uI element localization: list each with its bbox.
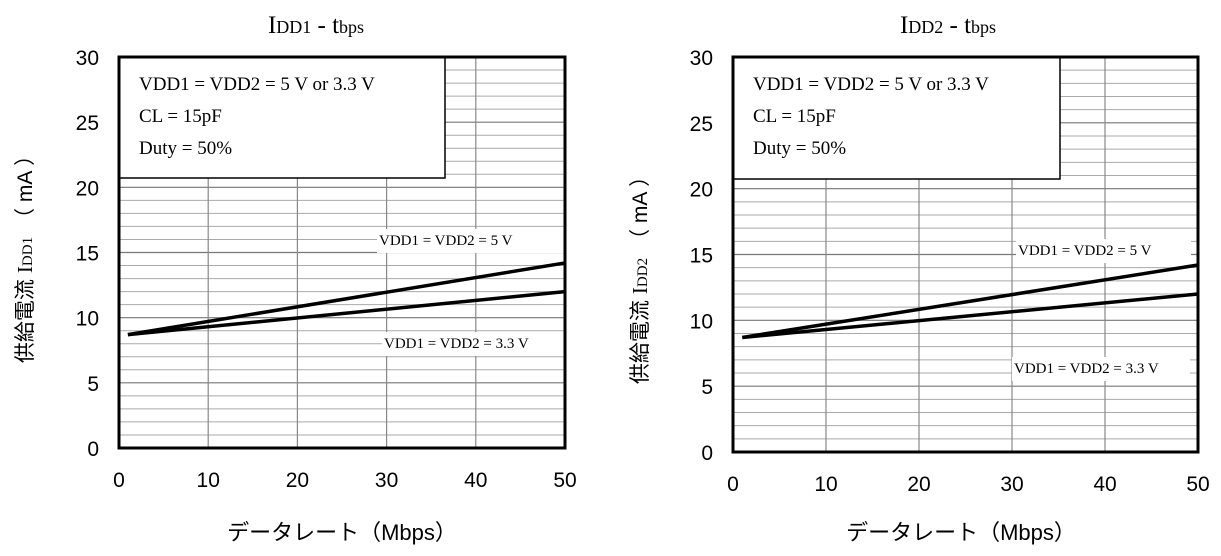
x-axis-label-unit: Mbps [381,520,435,545]
series-group [742,263,1199,340]
chart-title: IDD2 - tbps [900,12,996,39]
series-line-2 [127,289,566,337]
series-label-background [377,229,565,253]
x-tick-label: 30 [1000,473,1023,496]
series-line-1 [742,263,1199,340]
x-tick-label: 0 [727,473,739,496]
title-main: I [268,12,276,39]
chart-title: IDD1 - tbps [268,12,364,39]
x-axis-label-close: ） [1054,520,1076,545]
y-axis-label-unit: （ mA ） [629,166,652,250]
condition-line-2: CL = 15pF [753,106,836,127]
y-tick-label: 5 [701,376,713,399]
x-axis-label-unit: Mbps [1000,520,1054,545]
y-axis-label: 供給電流 IDD2 （ mA ） [628,166,652,384]
x-tick-label: 10 [197,469,220,492]
y-tick-label: 25 [690,113,713,136]
series-line-1 [127,261,566,337]
y-axis-label: 供給電流 IDD1 （ mA ） [13,145,37,363]
x-tick-label: 10 [814,473,837,496]
y-tick-label: 15 [76,243,99,266]
condition-line-1: VDD1 = VDD2 = 5 V or 3.3 V [139,74,375,95]
y-tick-label: 25 [76,112,99,135]
series-label-2: VDD1 = VDD2 = 3.3 V [1014,361,1159,377]
y-tick-label: 5 [87,373,99,396]
y-tick-label: 0 [87,438,99,461]
title-mid: - t [311,12,339,39]
y-axis-label-symbol: I [13,266,37,273]
title-subscript: bps [339,17,364,37]
x-tick-label: 40 [1093,473,1116,496]
condition-line-3: Duty = 50% [753,138,846,159]
plot-frame [731,55,1200,454]
x-tick-label: 40 [464,469,487,492]
y-tick-label: 15 [690,245,713,268]
series-group [127,261,566,337]
series-label-background [1016,239,1191,263]
y-tick-label: 10 [690,310,713,333]
condition-line-1: VDD1 = VDD2 = 5 V or 3.3 V [753,74,989,95]
y-axis-label-text: 供給電流 [13,279,37,363]
y-tick-label: 10 [76,308,99,331]
x-tick-label: 20 [907,473,930,496]
x-tick-label: 50 [553,469,576,492]
y-tick-label: 0 [701,442,713,465]
y-tick-label: 20 [690,179,713,202]
title-mid: - t [943,12,971,39]
series-label-1: VDD1 = VDD2 = 5 V [1018,243,1152,259]
condition-line-3: Duty = 50% [139,138,232,159]
x-tick-label: 20 [286,469,309,492]
x-tick-label: 0 [113,469,125,492]
x-tick-label: 50 [1186,473,1209,496]
x-axis-label-text: データレート（ [846,520,1000,545]
x-tick-label: 30 [375,469,398,492]
x-axis-label-close: ） [435,520,457,545]
series-label-background [382,332,565,356]
y-tick-label: 30 [76,47,99,70]
title-main: I [900,12,908,39]
title-subscript: bps [971,17,996,37]
y-axis-label-unit: （ mA ） [14,145,37,229]
x-axis-label: データレート（Mbps） [846,520,1076,545]
conditions-box [732,56,1061,180]
x-axis-label: データレート（Mbps） [227,520,457,545]
condition-line-2: CL = 15pF [139,106,222,127]
y-tick-label: 30 [690,47,713,70]
y-tick-label: 20 [76,177,99,200]
y-axis-label-text: 供給電流 [628,300,652,384]
y-axis-label-subscript: DD1 [20,237,36,266]
y-axis-label-subscript: DD2 [635,258,651,287]
series-label-2: VDD1 = VDD2 = 3.3 V [384,336,529,352]
title-subscript: DD1 [276,17,311,37]
series-label-background [1012,357,1190,381]
plot-frame [117,55,567,450]
x-axis-label-text: データレート（ [227,520,381,545]
series-label-1: VDD1 = VDD2 = 5 V [379,233,513,249]
title-subscript: DD2 [908,17,943,37]
series-line-2 [742,292,1199,340]
y-axis-label-symbol: I [628,287,652,294]
